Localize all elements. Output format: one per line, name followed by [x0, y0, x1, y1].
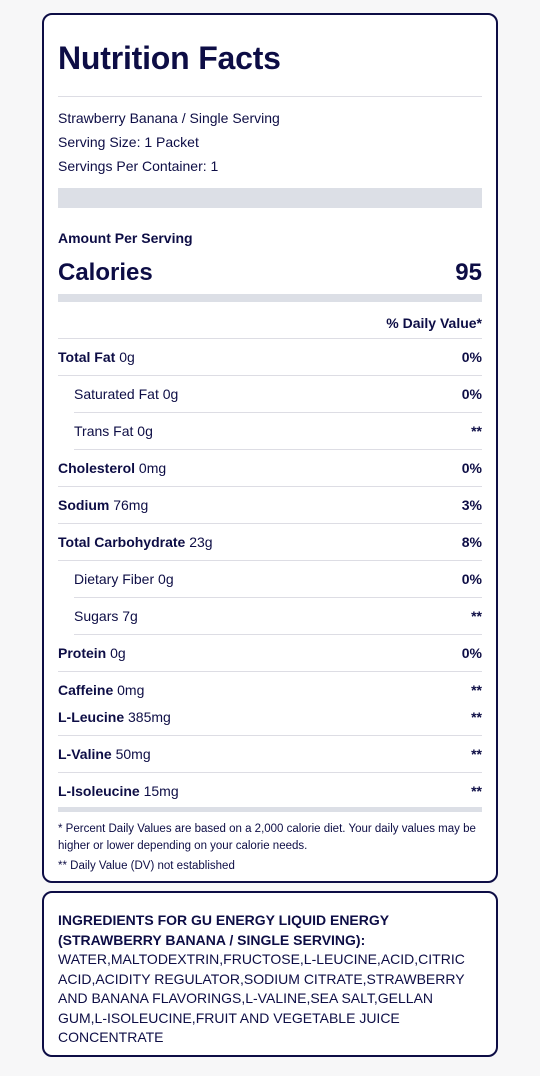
calories-value: 95	[455, 259, 482, 286]
nutrient-label: L-Valine 50mg	[58, 746, 151, 762]
nutrient-daily-value: **	[471, 608, 482, 624]
nutrient-label: Caffeine 0mg	[58, 682, 144, 698]
nutrient-daily-value: 0%	[461, 349, 482, 365]
ingredients-block: INGREDIENTS FOR GU ENERGY LIQUID ENERGY …	[58, 911, 482, 1048]
row-divider	[58, 671, 482, 672]
bottom-divider	[58, 807, 482, 812]
nutrient-amount: 7g	[122, 608, 138, 624]
ingredients-panel: INGREDIENTS FOR GU ENERGY LIQUID ENERGY …	[42, 891, 498, 1057]
nutrient-name: Sodium	[58, 497, 110, 513]
nutrient-amount: 0g	[162, 386, 179, 402]
amount-per-serving: Amount Per Serving	[58, 230, 193, 246]
row-divider	[58, 560, 482, 561]
nutrient-amount: 0mg	[117, 682, 145, 698]
nutrient-name: Cholesterol	[58, 460, 136, 476]
nutrient-daily-value: **	[471, 783, 482, 799]
nutrient-daily-value: 0%	[461, 386, 482, 402]
nutrient-daily-value: 0%	[461, 571, 482, 587]
nutrient-amount: 0g	[119, 349, 135, 365]
nutrient-row: Saturated Fat 0g 0%	[58, 376, 482, 413]
nutrient-daily-value: **	[471, 746, 482, 762]
nutrient-name: Trans Fat	[74, 423, 134, 439]
nutrient-label: Saturated Fat 0g	[74, 386, 178, 402]
nutrient-label: Protein 0g	[58, 645, 126, 661]
nutrient-amount: 0g	[158, 571, 174, 587]
nutrient-label: Sodium 76mg	[58, 497, 148, 513]
nutrient-label: Dietary Fiber 0g	[74, 571, 174, 587]
nutrient-row: Caffeine 0mg **	[58, 672, 482, 699]
nutrient-label: Trans Fat 0g	[74, 423, 153, 439]
nutrient-daily-value: 8%	[461, 534, 482, 550]
medium-divider	[58, 294, 482, 302]
daily-value-header: % Daily Value*	[386, 315, 482, 331]
nutrient-label: L-Leucine 385mg	[58, 709, 171, 725]
nutrient-daily-value: 0%	[461, 645, 482, 661]
nutrient-row: Sodium 76mg 3%	[58, 487, 482, 524]
nutrient-row: L-Valine 50mg **	[58, 736, 482, 773]
nutrient-name: Dietary Fiber	[74, 571, 155, 587]
row-divider	[74, 449, 482, 450]
calories-label: Calories	[58, 259, 153, 286]
nutrient-label: Cholesterol 0mg	[58, 460, 166, 476]
nutrient-label: Sugars 7g	[74, 608, 138, 624]
nutrient-daily-value: **	[471, 682, 482, 698]
nutrient-name: Protein	[58, 645, 107, 661]
nutrient-name: Total Carbohydrate	[58, 534, 186, 550]
nutrient-amount: 15mg	[143, 783, 179, 799]
row-divider	[58, 523, 482, 524]
nutrient-row: Total Fat 0g 0%	[58, 339, 482, 376]
servings-per-container: Servings Per Container: 1	[58, 158, 219, 174]
nutrient-amount: 0g	[110, 645, 126, 661]
row-divider	[58, 486, 482, 487]
nutrient-row: Sugars 7g **	[58, 598, 482, 635]
row-divider	[58, 375, 482, 376]
row-divider	[74, 597, 482, 598]
nutrient-label: L-Isoleucine 15mg	[58, 783, 179, 799]
nutrient-daily-value: **	[471, 709, 482, 725]
nutrient-row: Cholesterol 0mg 0%	[58, 450, 482, 487]
thick-divider	[58, 188, 482, 208]
nutrient-amount: 0mg	[138, 460, 167, 476]
nutrient-name: L-Valine	[58, 746, 112, 762]
nutrient-row: L-Isoleucine 15mg **	[58, 773, 482, 810]
label-title: Nutrition Facts	[58, 40, 281, 76]
nutrient-label: Total Fat 0g	[58, 349, 135, 365]
nutrient-name: Sugars	[74, 608, 119, 624]
nutrient-row: L-Leucine 385mg **	[58, 699, 482, 736]
divider	[58, 338, 482, 339]
nutrient-row: Trans Fat 0g **	[58, 413, 482, 450]
nutrient-amount: 23g	[189, 534, 213, 550]
not-established-footnote: ** Daily Value (DV) not established	[58, 860, 235, 872]
nutrient-row: Dietary Fiber 0g 0%	[58, 561, 482, 598]
nutrient-name: L-Isoleucine	[58, 783, 140, 799]
nutrient-name: Caffeine	[58, 682, 114, 698]
divider	[58, 96, 482, 97]
nutrient-amount: 76mg	[113, 497, 149, 513]
row-divider	[74, 412, 482, 413]
nutrient-name: Total Fat	[58, 349, 116, 365]
nutrient-daily-value: 3%	[461, 497, 482, 513]
nutrient-daily-value: **	[471, 423, 482, 439]
ingredients-text: WATER,MALTODEXTRIN,FRUCTOSE,L-LEUCINE,AC…	[58, 951, 465, 1045]
daily-value-footnote: * Percent Daily Values are based on a 2,…	[58, 823, 476, 852]
row-divider	[74, 634, 482, 635]
row-divider	[58, 735, 482, 736]
nutrition-facts-panel: Nutrition Facts Strawberry Banana / Sing…	[42, 13, 498, 883]
ingredients-title: INGREDIENTS FOR GU ENERGY LIQUID ENERGY …	[58, 912, 389, 948]
nutrient-amount: 50mg	[115, 746, 151, 762]
nutrient-daily-value: 0%	[461, 460, 482, 476]
calories-row: Calories 95	[58, 259, 482, 289]
nutrient-row: Protein 0g 0%	[58, 635, 482, 672]
nutrient-amount: 385mg	[128, 709, 171, 725]
row-divider	[58, 772, 482, 773]
product-line: Strawberry Banana / Single Serving	[58, 110, 280, 126]
serving-size: Serving Size: 1 Packet	[58, 134, 199, 150]
nutrient-label: Total Carbohydrate 23g	[58, 534, 213, 550]
nutrient-amount: 0g	[137, 423, 153, 439]
nutrient-row: Total Carbohydrate 23g 8%	[58, 524, 482, 561]
nutrient-name: L-Leucine	[58, 709, 125, 725]
nutrient-name: Saturated Fat	[74, 386, 159, 402]
